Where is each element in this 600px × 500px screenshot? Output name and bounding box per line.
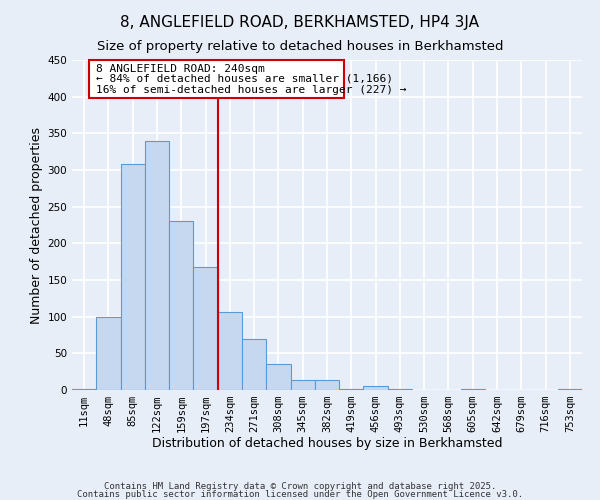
Bar bbox=[290, 380, 315, 390]
Bar bbox=[388, 388, 412, 390]
Y-axis label: Number of detached properties: Number of detached properties bbox=[30, 126, 43, 324]
Text: ← 84% of detached houses are smaller (1,166): ← 84% of detached houses are smaller (1,… bbox=[96, 74, 393, 84]
Bar bbox=[315, 380, 339, 390]
Bar bbox=[339, 388, 364, 390]
Bar bbox=[558, 388, 582, 390]
Bar bbox=[266, 364, 290, 390]
Text: 8, ANGLEFIELD ROAD, BERKHAMSTED, HP4 3JA: 8, ANGLEFIELD ROAD, BERKHAMSTED, HP4 3JA bbox=[121, 15, 479, 30]
Text: Contains HM Land Registry data © Crown copyright and database right 2025.: Contains HM Land Registry data © Crown c… bbox=[104, 482, 496, 491]
Bar bbox=[242, 338, 266, 390]
Bar bbox=[364, 386, 388, 390]
Text: Size of property relative to detached houses in Berkhamsted: Size of property relative to detached ho… bbox=[97, 40, 503, 53]
Bar bbox=[72, 388, 96, 390]
FancyBboxPatch shape bbox=[89, 60, 344, 98]
Bar bbox=[121, 164, 145, 390]
Text: 8 ANGLEFIELD ROAD: 240sqm: 8 ANGLEFIELD ROAD: 240sqm bbox=[96, 64, 265, 74]
Text: Contains public sector information licensed under the Open Government Licence v3: Contains public sector information licen… bbox=[77, 490, 523, 499]
Bar bbox=[169, 222, 193, 390]
Bar bbox=[96, 316, 121, 390]
Bar bbox=[193, 267, 218, 390]
X-axis label: Distribution of detached houses by size in Berkhamsted: Distribution of detached houses by size … bbox=[152, 436, 502, 450]
Bar bbox=[461, 388, 485, 390]
Bar bbox=[145, 140, 169, 390]
Text: 16% of semi-detached houses are larger (227) →: 16% of semi-detached houses are larger (… bbox=[96, 85, 407, 95]
Bar bbox=[218, 312, 242, 390]
